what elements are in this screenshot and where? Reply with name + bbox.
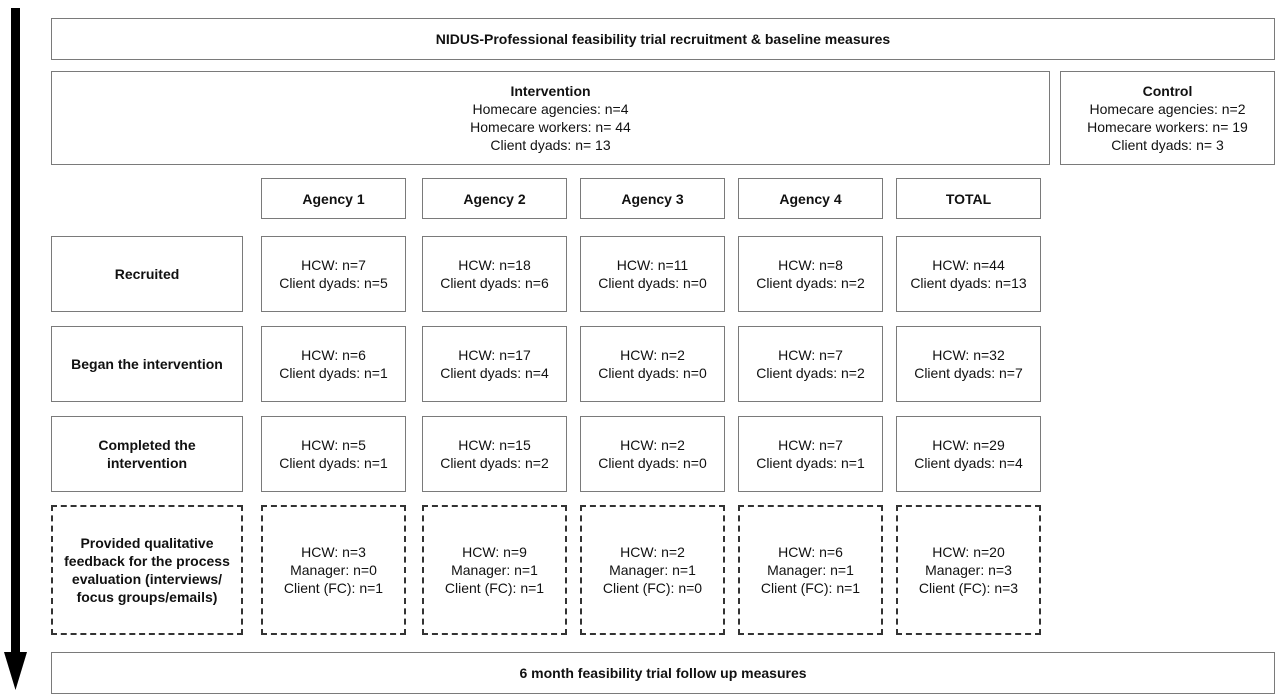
column-header-label: TOTAL	[945, 190, 992, 207]
cell-line: Manager: n=0	[290, 562, 377, 578]
cell-line: HCW: n=7	[778, 347, 843, 363]
cell-line: Client dyads: n=1	[279, 365, 388, 381]
cell-line: Client dyads: n=5	[279, 275, 388, 291]
cell-completed-agency-2: HCW: n=15 Client dyads: n=2	[422, 416, 567, 492]
row-label-qualitative-feedback: Provided qualitative feedback for the pr…	[51, 505, 243, 635]
cell-line: Manager: n=1	[451, 562, 538, 578]
row-label: Recruited	[114, 266, 180, 282]
column-header-agency-3: Agency 3	[580, 178, 725, 219]
cell-line: Client dyads: n=2	[756, 275, 865, 291]
cell-line: HCW: n=17	[458, 347, 531, 363]
control-box: Control Homecare agencies: n=2 Homecare …	[1060, 71, 1275, 165]
cell-completed-total: HCW: n=29 Client dyads: n=4	[896, 416, 1041, 492]
footer-box: 6 month feasibility trial follow up meas…	[51, 652, 1275, 694]
cell-line: Client (FC): n=1	[283, 580, 384, 596]
cell-completed-agency-1: HCW: n=5 Client dyads: n=1	[261, 416, 406, 492]
cell-line: HCW: n=2	[620, 437, 685, 453]
page-title: NIDUS-Professional feasibility trial rec…	[435, 31, 891, 47]
column-header-agency-1: Agency 1	[261, 178, 406, 219]
cell-line: Client (FC): n=3	[918, 580, 1019, 596]
cell-line: HCW: n=6	[778, 544, 843, 560]
cell-line: Client dyads: n=6	[440, 275, 549, 291]
row-label: Provided qualitative feedback for the pr…	[64, 535, 230, 605]
cell-feedback-total: HCW: n=20 Manager: n=3 Client (FC): n=3	[896, 505, 1041, 635]
column-header-agency-4: Agency 4	[738, 178, 883, 219]
title-box: NIDUS-Professional feasibility trial rec…	[51, 18, 1275, 60]
cell-line: HCW: n=5	[301, 437, 366, 453]
cell-recruited-total: HCW: n=44 Client dyads: n=13	[896, 236, 1041, 312]
column-header-label: Agency 4	[779, 190, 842, 207]
cell-completed-agency-3: HCW: n=2 Client dyads: n=0	[580, 416, 725, 492]
cell-line: Client dyads: n=2	[756, 365, 865, 381]
cell-line: Client (FC): n=1	[444, 580, 545, 596]
cell-began-agency-4: HCW: n=7 Client dyads: n=2	[738, 326, 883, 402]
intervention-heading: Intervention	[510, 83, 591, 99]
cell-completed-agency-4: HCW: n=7 Client dyads: n=1	[738, 416, 883, 492]
control-dyads: Client dyads: n= 3	[1111, 137, 1224, 153]
cell-line: HCW: n=2	[620, 544, 685, 560]
cell-line: HCW: n=3	[301, 544, 366, 560]
cell-line: Client dyads: n=4	[440, 365, 549, 381]
cell-line: Client dyads: n=0	[598, 275, 707, 291]
cell-line: HCW: n=29	[932, 437, 1005, 453]
cell-line: Manager: n=1	[609, 562, 696, 578]
row-label-completed: Completed the intervention	[51, 416, 243, 492]
cell-line: Manager: n=1	[767, 562, 854, 578]
intervention-workers: Homecare workers: n= 44	[470, 119, 631, 135]
footer-title: 6 month feasibility trial follow up meas…	[519, 665, 807, 681]
cell-line: HCW: n=8	[778, 257, 843, 273]
cell-line: Client dyads: n=2	[440, 455, 549, 471]
cell-line: HCW: n=9	[462, 544, 527, 560]
cell-line: HCW: n=2	[620, 347, 685, 363]
cell-feedback-agency-4: HCW: n=6 Manager: n=1 Client (FC): n=1	[738, 505, 883, 635]
timeline-arrow-icon	[4, 8, 27, 690]
cell-line: Manager: n=3	[925, 562, 1012, 578]
intervention-box: Intervention Homecare agencies: n=4 Home…	[51, 71, 1050, 165]
cell-recruited-agency-1: HCW: n=7 Client dyads: n=5	[261, 236, 406, 312]
cell-line: HCW: n=7	[778, 437, 843, 453]
cell-line: HCW: n=44	[932, 257, 1005, 273]
control-agencies: Homecare agencies: n=2	[1089, 101, 1246, 117]
cell-line: Client dyads: n=13	[910, 275, 1027, 291]
cell-line: HCW: n=15	[458, 437, 531, 453]
cell-began-agency-3: HCW: n=2 Client dyads: n=0	[580, 326, 725, 402]
cell-began-agency-1: HCW: n=6 Client dyads: n=1	[261, 326, 406, 402]
cell-began-agency-2: HCW: n=17 Client dyads: n=4	[422, 326, 567, 402]
row-label-recruited: Recruited	[51, 236, 243, 312]
cell-line: Client dyads: n=0	[598, 365, 707, 381]
intervention-agencies: Homecare agencies: n=4	[472, 101, 629, 117]
cell-feedback-agency-1: HCW: n=3 Manager: n=0 Client (FC): n=1	[261, 505, 406, 635]
cell-feedback-agency-3: HCW: n=2 Manager: n=1 Client (FC): n=0	[580, 505, 725, 635]
row-label: Began the intervention	[71, 356, 223, 372]
control-workers: Homecare workers: n= 19	[1087, 119, 1248, 135]
cell-recruited-agency-2: HCW: n=18 Client dyads: n=6	[422, 236, 567, 312]
intervention-dyads: Client dyads: n= 13	[490, 137, 611, 153]
cell-line: Client dyads: n=7	[914, 365, 1023, 381]
cell-feedback-agency-2: HCW: n=9 Manager: n=1 Client (FC): n=1	[422, 505, 567, 635]
row-label-began: Began the intervention	[51, 326, 243, 402]
column-header-label: Agency 1	[302, 190, 365, 207]
cell-line: Client dyads: n=1	[279, 455, 388, 471]
cell-recruited-agency-4: HCW: n=8 Client dyads: n=2	[738, 236, 883, 312]
cell-line: Client dyads: n=4	[914, 455, 1023, 471]
cell-line: HCW: n=32	[932, 347, 1005, 363]
cell-began-total: HCW: n=32 Client dyads: n=7	[896, 326, 1041, 402]
column-header-total: TOTAL	[896, 178, 1041, 219]
column-header-agency-2: Agency 2	[422, 178, 567, 219]
cell-line: Client dyads: n=0	[598, 455, 707, 471]
control-heading: Control	[1142, 83, 1193, 99]
cell-line: HCW: n=18	[458, 257, 531, 273]
cell-line: HCW: n=7	[301, 257, 366, 273]
cell-line: Client (FC): n=1	[760, 580, 861, 596]
cell-line: HCW: n=11	[616, 257, 689, 273]
cell-recruited-agency-3: HCW: n=11 Client dyads: n=0	[580, 236, 725, 312]
cell-line: HCW: n=6	[301, 347, 366, 363]
cell-line: HCW: n=20	[932, 544, 1005, 560]
column-header-label: Agency 2	[463, 190, 526, 207]
cell-line: Client (FC): n=0	[602, 580, 703, 596]
column-header-label: Agency 3	[621, 190, 684, 207]
row-label: Completed the intervention	[98, 437, 196, 471]
cell-line: Client dyads: n=1	[756, 455, 865, 471]
